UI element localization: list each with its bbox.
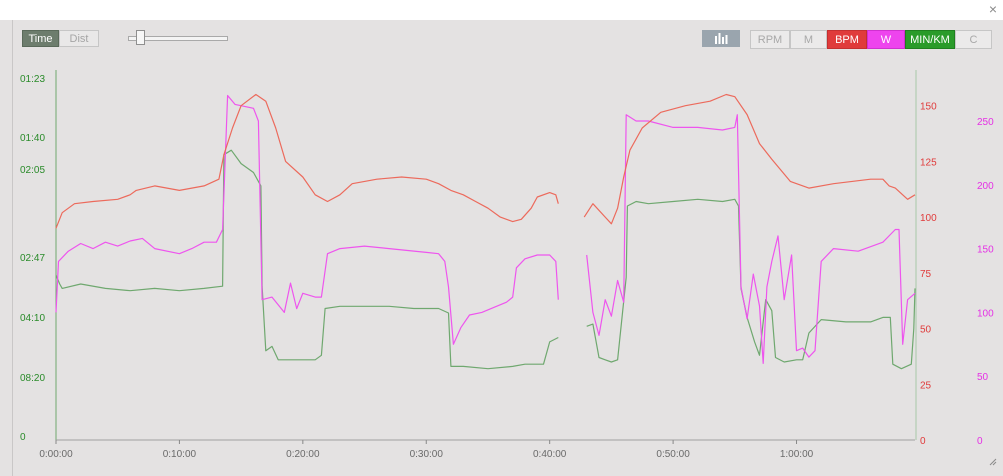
bpm-tick-label: 100 [920, 213, 937, 224]
dist-toggle-button[interactable]: Dist [59, 30, 99, 47]
bpm-tick-label: 25 [920, 380, 932, 391]
pace-tick-label: 01:40 [20, 133, 45, 144]
time-toggle-button[interactable]: Time [22, 30, 59, 47]
watts-tick-label: 150 [977, 245, 994, 256]
pace-series-line [55, 149, 559, 370]
pace-tick-label: 08:20 [20, 373, 45, 384]
pace-series-line [586, 198, 916, 370]
resize-grip-icon[interactable] [989, 458, 997, 466]
bpm-tick-label: 0 [920, 436, 926, 447]
watts-tick-label: 50 [977, 372, 989, 383]
close-icon[interactable]: × [988, 1, 997, 17]
metric-watts-button[interactable]: W [867, 30, 905, 49]
pace-tick-label: 02:47 [20, 253, 45, 264]
zoom-slider-handle[interactable] [136, 30, 145, 45]
watts-tick-label: 0 [977, 436, 983, 447]
x-tick-label: 0:30:00 [410, 449, 444, 460]
zoom-slider-track[interactable] [128, 36, 228, 41]
x-tick-label: 0:40:00 [533, 449, 567, 460]
x-tick-label: 0:50:00 [656, 449, 690, 460]
bpm-tick-label: 75 [920, 269, 932, 280]
metric-rpm-button[interactable]: RPM [750, 30, 790, 49]
watts-series-line [586, 114, 916, 364]
bar-chart-button[interactable] [702, 30, 740, 47]
watts-tick-label: 100 [977, 308, 994, 319]
x-tick-label: 1:00:00 [780, 449, 814, 460]
bpm-tick-label: 125 [920, 157, 937, 168]
metric-bpm-button[interactable]: BPM [827, 30, 867, 49]
metric-pace-button[interactable]: MIN/KM [905, 30, 955, 49]
pace-tick-label: 01:23 [20, 74, 45, 85]
metric-m-button[interactable]: M [790, 30, 827, 49]
window-titlebar: × [0, 0, 1003, 20]
bpm-series-line [55, 93, 559, 229]
bpm-tick-label: 50 [920, 325, 932, 336]
x-tick-label: 0:10:00 [163, 449, 197, 460]
bpm-series-line [583, 93, 916, 225]
watts-tick-label: 200 [977, 181, 994, 192]
x-tick-label: 0:00:00 [39, 449, 73, 460]
pace-tick-label: 04:10 [20, 313, 45, 324]
pace-tick-label: 02:05 [20, 165, 45, 176]
x-tick-label: 0:20:00 [286, 449, 320, 460]
watts-series-line [55, 94, 559, 345]
watts-tick-label: 250 [977, 117, 994, 128]
metric-c-button[interactable]: C [955, 30, 992, 49]
bar-chart-icon [715, 33, 728, 45]
bpm-tick-label: 150 [920, 102, 937, 113]
pace-tick-label: 0 [20, 432, 26, 443]
chart-panel [12, 20, 1003, 476]
